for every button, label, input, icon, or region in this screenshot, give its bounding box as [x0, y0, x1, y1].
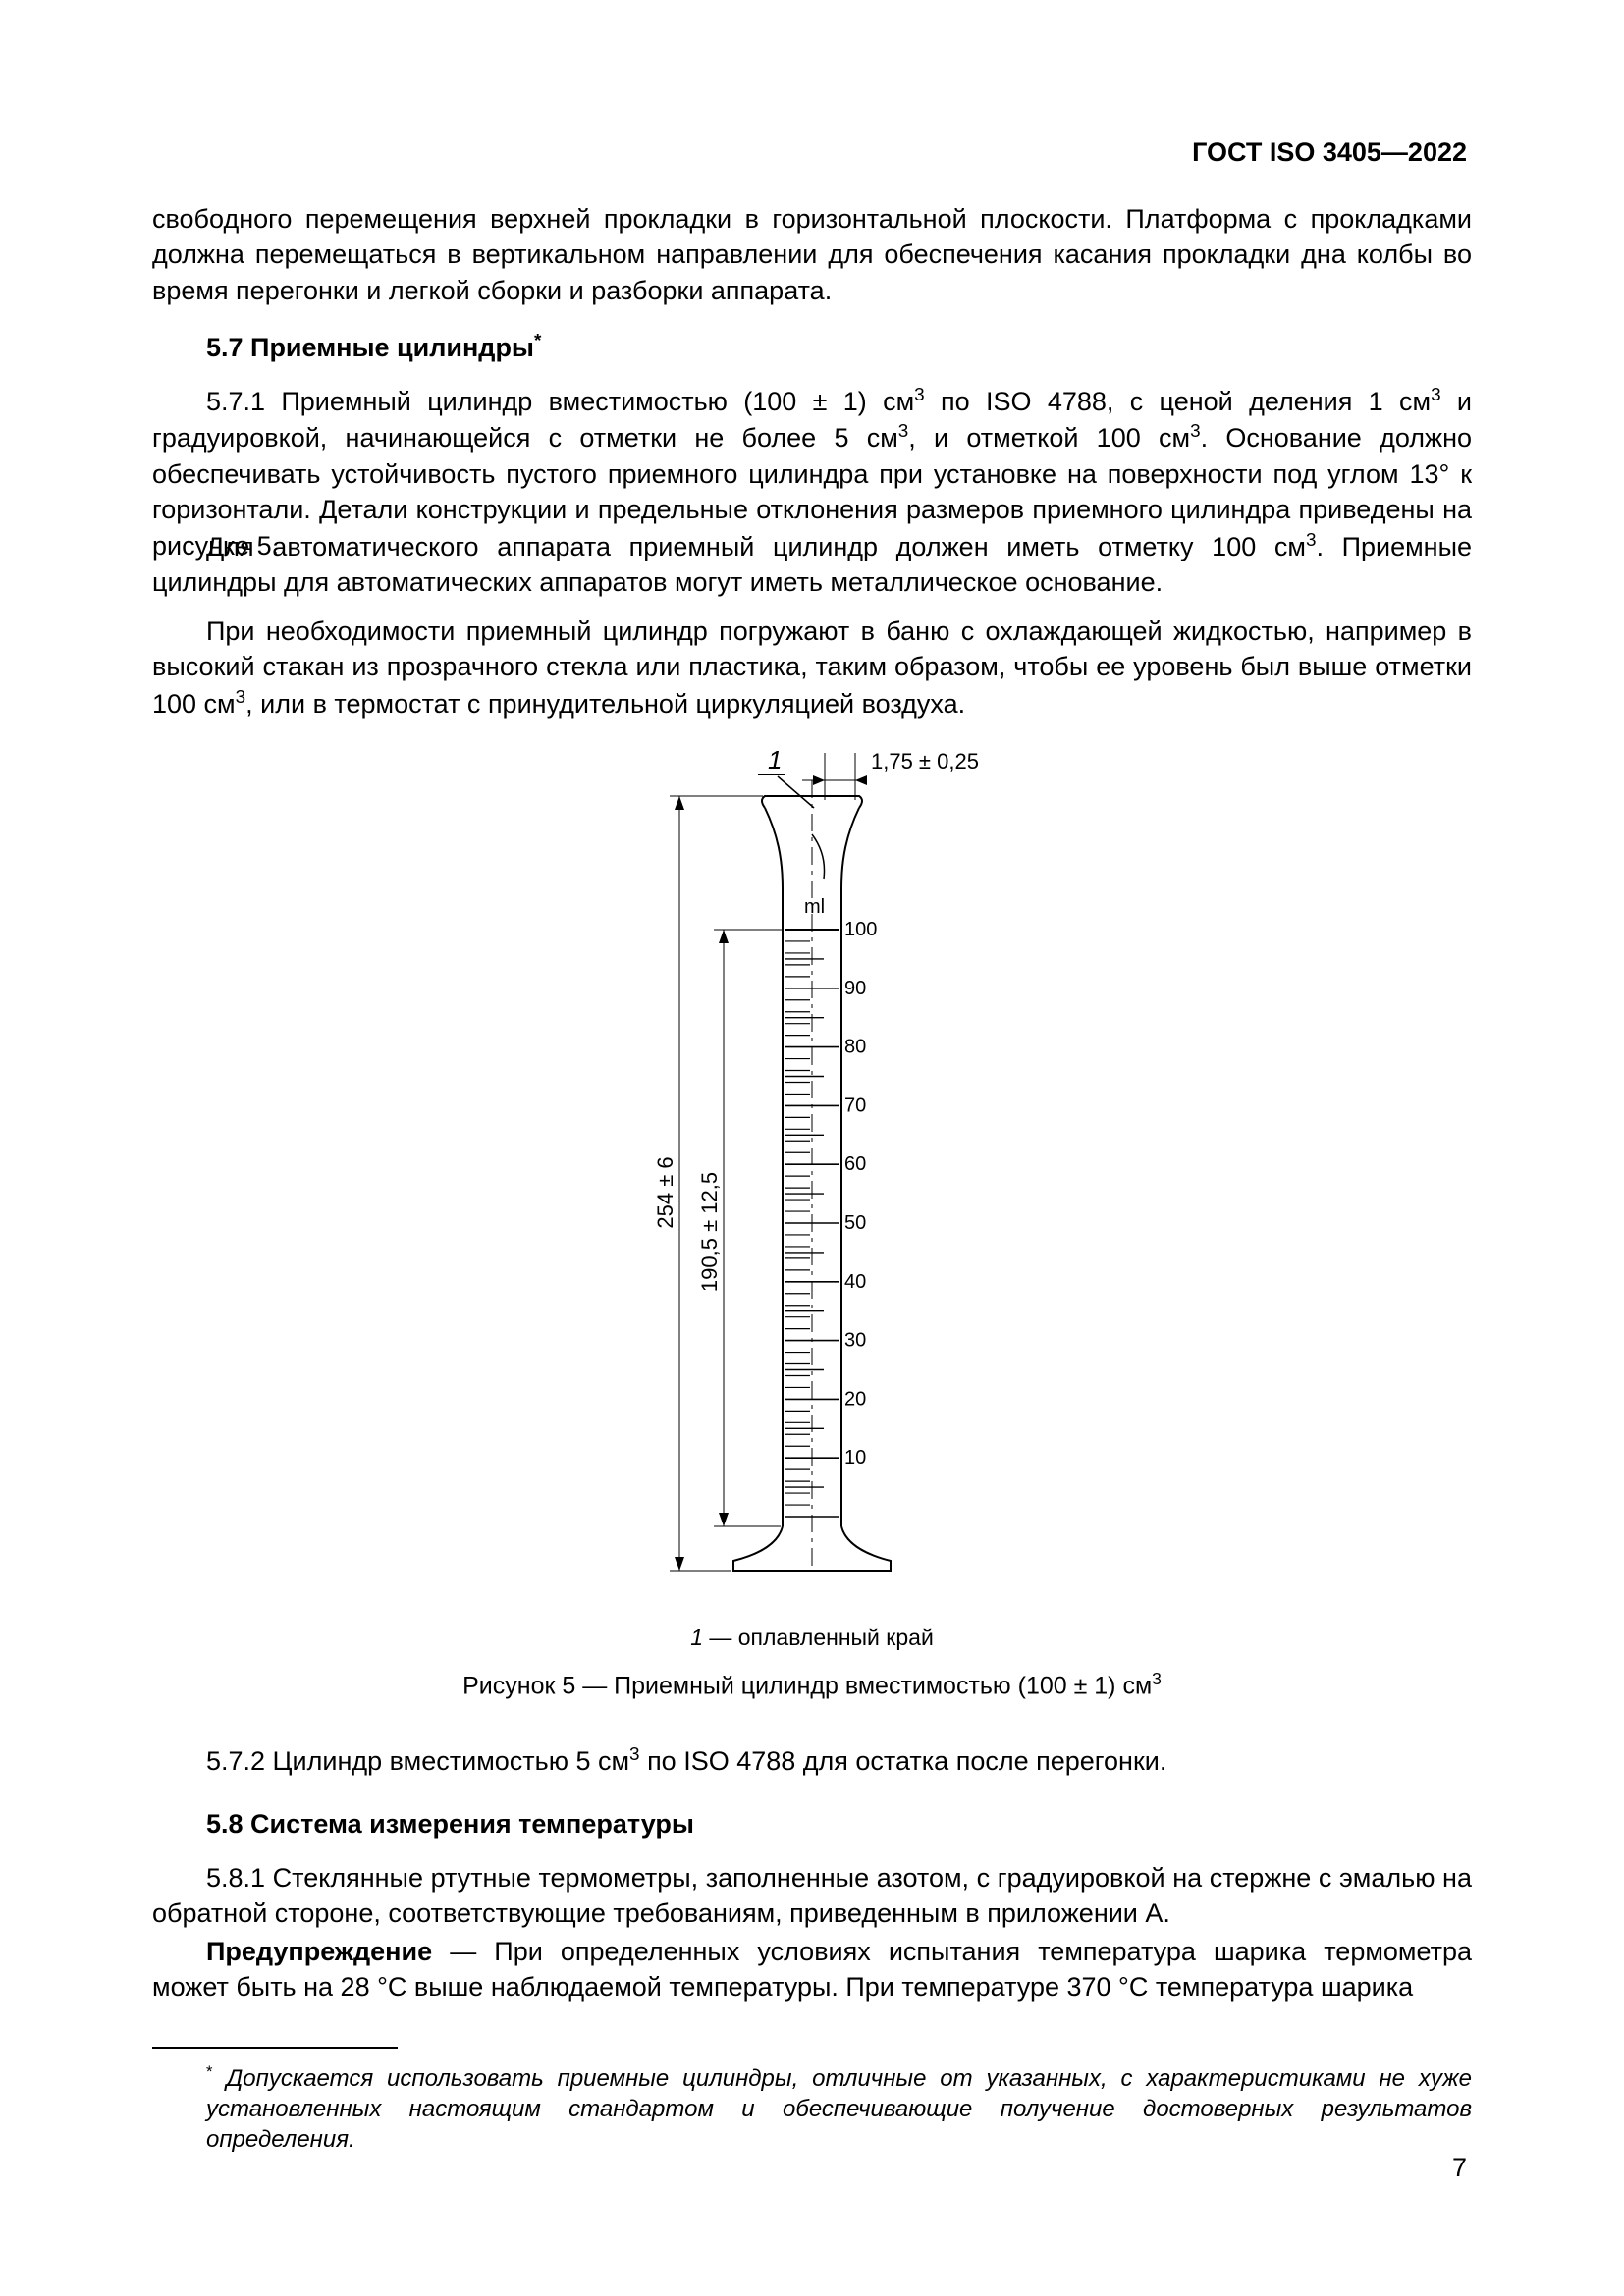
callout-1: 1 — [768, 745, 782, 774]
t: 5.8 Система измерения температуры — [206, 1809, 694, 1839]
standard-header: ГОСТ ISO 3405—2022 — [1192, 137, 1467, 168]
svg-text:60: 60 — [844, 1153, 866, 1175]
t: по ISO 4788, с ценой деления 1 см — [925, 387, 1431, 416]
t: , и отметкой 100 см — [908, 423, 1190, 453]
t: 5.7.1 Приемный цилиндр вместимостью (100… — [206, 387, 914, 416]
svg-text:20: 20 — [844, 1388, 866, 1410]
cylinder-svg: 1 1,75 ± 0,25 — [557, 741, 1067, 1625]
svg-text:90: 90 — [844, 978, 866, 999]
figure-5: 1 1,75 ± 0,25 — [0, 741, 1624, 1700]
svg-text:50: 50 — [844, 1212, 866, 1234]
callout-leader — [778, 776, 814, 808]
key-num: 1 — [690, 1625, 703, 1650]
para-5-7-1c: При необходимости приемный цилиндр погру… — [152, 614, 1472, 721]
dim-top-text: 1,75 ± 0,25 — [871, 749, 979, 774]
neck-l — [765, 808, 783, 888]
arrow-r — [855, 775, 867, 785]
figure-title: Рисунок 5 — Приемный цилиндр вместимость… — [0, 1669, 1624, 1700]
figure-key: 1 — оплавленный край — [0, 1625, 1624, 1651]
svg-text:10: 10 — [844, 1447, 866, 1468]
para-warning: Предупреждение — При определенных услови… — [152, 1934, 1472, 2005]
footnote: * Допускается использовать приемные цили… — [206, 2061, 1472, 2156]
dim-outer-text: 254 ± 6 — [653, 1156, 677, 1228]
footnote-star: * — [206, 2062, 213, 2081]
text: свободного перемещения верхней прокладки… — [152, 204, 1472, 305]
ml-label: ml — [804, 896, 825, 918]
neck-r — [841, 808, 859, 888]
footnote-text: Допускается использовать приемные цилинд… — [206, 2065, 1472, 2153]
para-continuation: свободного перемещения верхней прокладки… — [152, 201, 1472, 308]
para-5-7-2: 5.7.2 Цилиндр вместимостью 5 см3 по ISO … — [152, 1742, 1472, 1779]
svg-text:80: 80 — [844, 1037, 866, 1058]
warn-label: Предупреждение — [206, 1937, 432, 1966]
heading-5-7: 5.7 Приемные цилиндры* — [152, 329, 1472, 365]
t: по ISO 4788 для остатка после перегонки. — [640, 1746, 1167, 1776]
page: ГОСТ ISO 3405—2022 свободного перемещени… — [0, 0, 1624, 2296]
svg-text:30: 30 — [844, 1330, 866, 1352]
dim-inner-text: 190,5 ± 12,5 — [697, 1172, 722, 1292]
t: 5.8.1 Стеклянные ртутные термометры, зап… — [152, 1863, 1472, 1928]
footnote-rule — [152, 2047, 398, 2049]
para-5-7-1b: Для автоматического аппарата приемный ци… — [152, 528, 1472, 601]
grad-100: 100 — [844, 919, 877, 940]
spout — [812, 834, 825, 879]
t: , или в термостат с принудительной цирку… — [245, 689, 965, 719]
dim-inner-arrow-b — [719, 1513, 729, 1526]
page-number: 7 — [1452, 2153, 1467, 2183]
key-text: — оплавленный край — [703, 1625, 934, 1650]
t: Для автоматического аппарата приемный ци… — [206, 532, 1306, 561]
dim-outer-arrow-b — [675, 1557, 684, 1571]
dim-inner-arrow-t — [719, 930, 729, 943]
heading-5-8: 5.8 Система измерения температуры — [152, 1806, 1472, 1842]
para-5-8-1: 5.8.1 Стеклянные ртутные термометры, зап… — [152, 1860, 1472, 1932]
svg-text:70: 70 — [844, 1095, 866, 1116]
arrow-l — [813, 775, 825, 785]
footnote-mark: * — [534, 331, 541, 351]
graduations: 90 80 70 60 50 40 30 20 10 — [785, 941, 866, 1517]
t: 5.7.2 Цилиндр вместимостью 5 см — [206, 1746, 629, 1776]
heading-text: 5.7 Приемные цилиндры — [206, 333, 534, 362]
svg-text:40: 40 — [844, 1271, 866, 1293]
t: Рисунок 5 — Приемный цилиндр вместимость… — [462, 1672, 1152, 1699]
dim-outer-arrow-t — [675, 796, 684, 810]
